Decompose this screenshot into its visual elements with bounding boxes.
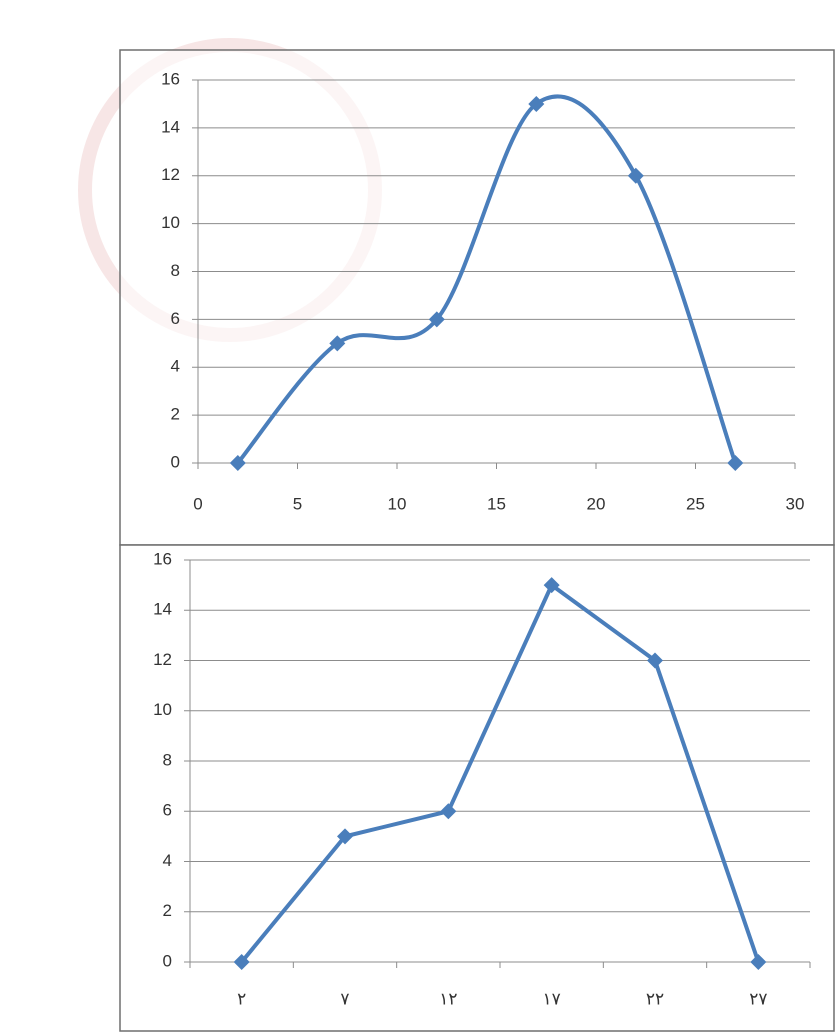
y-tick-label: 0 xyxy=(171,452,180,471)
y-tick-label: 14 xyxy=(161,117,180,136)
y-tick-label: 14 xyxy=(153,600,172,619)
y-tick-label: 4 xyxy=(163,851,172,870)
y-tick-label: 16 xyxy=(153,549,172,568)
y-tick-label: 10 xyxy=(161,213,180,232)
data-point xyxy=(528,95,545,112)
x-tick-label: ١٢ xyxy=(439,989,457,1008)
data-point xyxy=(428,311,445,328)
x-tick-label: ٢٧ xyxy=(749,989,767,1008)
y-tick-label: 6 xyxy=(171,309,180,328)
x-tick-label: 0 xyxy=(193,494,202,513)
x-tick-label: 25 xyxy=(686,494,705,513)
data-point xyxy=(627,167,644,184)
y-tick-label: 8 xyxy=(171,261,180,280)
data-point xyxy=(727,455,744,471)
data-point xyxy=(233,954,250,970)
chart-frame xyxy=(119,49,835,546)
data-point xyxy=(229,455,246,471)
data-point xyxy=(337,828,353,845)
data-point xyxy=(543,577,560,594)
x-tick-label: 15 xyxy=(487,494,506,513)
y-tick-label: 8 xyxy=(163,750,172,769)
data-point xyxy=(329,335,346,352)
y-tick-label: 12 xyxy=(161,165,180,184)
series-line xyxy=(240,583,761,964)
data-point xyxy=(647,652,663,669)
y-tick-label: 12 xyxy=(153,650,172,669)
x-tick-label: ٧ xyxy=(340,989,349,1008)
x-tick-label: 10 xyxy=(388,494,407,513)
x-tick-label: ٢٢ xyxy=(646,989,664,1008)
x-tick-label: 30 xyxy=(786,494,805,513)
x-tick-label: 20 xyxy=(587,494,606,513)
y-tick-label: 4 xyxy=(171,357,180,376)
y-tick-label: 2 xyxy=(171,405,180,424)
data-point xyxy=(750,954,767,970)
y-tick-label: 10 xyxy=(153,700,172,719)
y-tick-label: 2 xyxy=(163,901,172,920)
x-tick-label: ٢ xyxy=(237,989,246,1008)
y-tick-label: 0 xyxy=(163,951,172,970)
x-tick-label: 5 xyxy=(293,494,302,513)
chart-frame xyxy=(119,544,835,1032)
data-point xyxy=(440,803,457,820)
x-tick-label: ١٧ xyxy=(543,989,561,1008)
y-tick-label: 6 xyxy=(163,801,172,820)
y-tick-label: 16 xyxy=(161,69,180,88)
